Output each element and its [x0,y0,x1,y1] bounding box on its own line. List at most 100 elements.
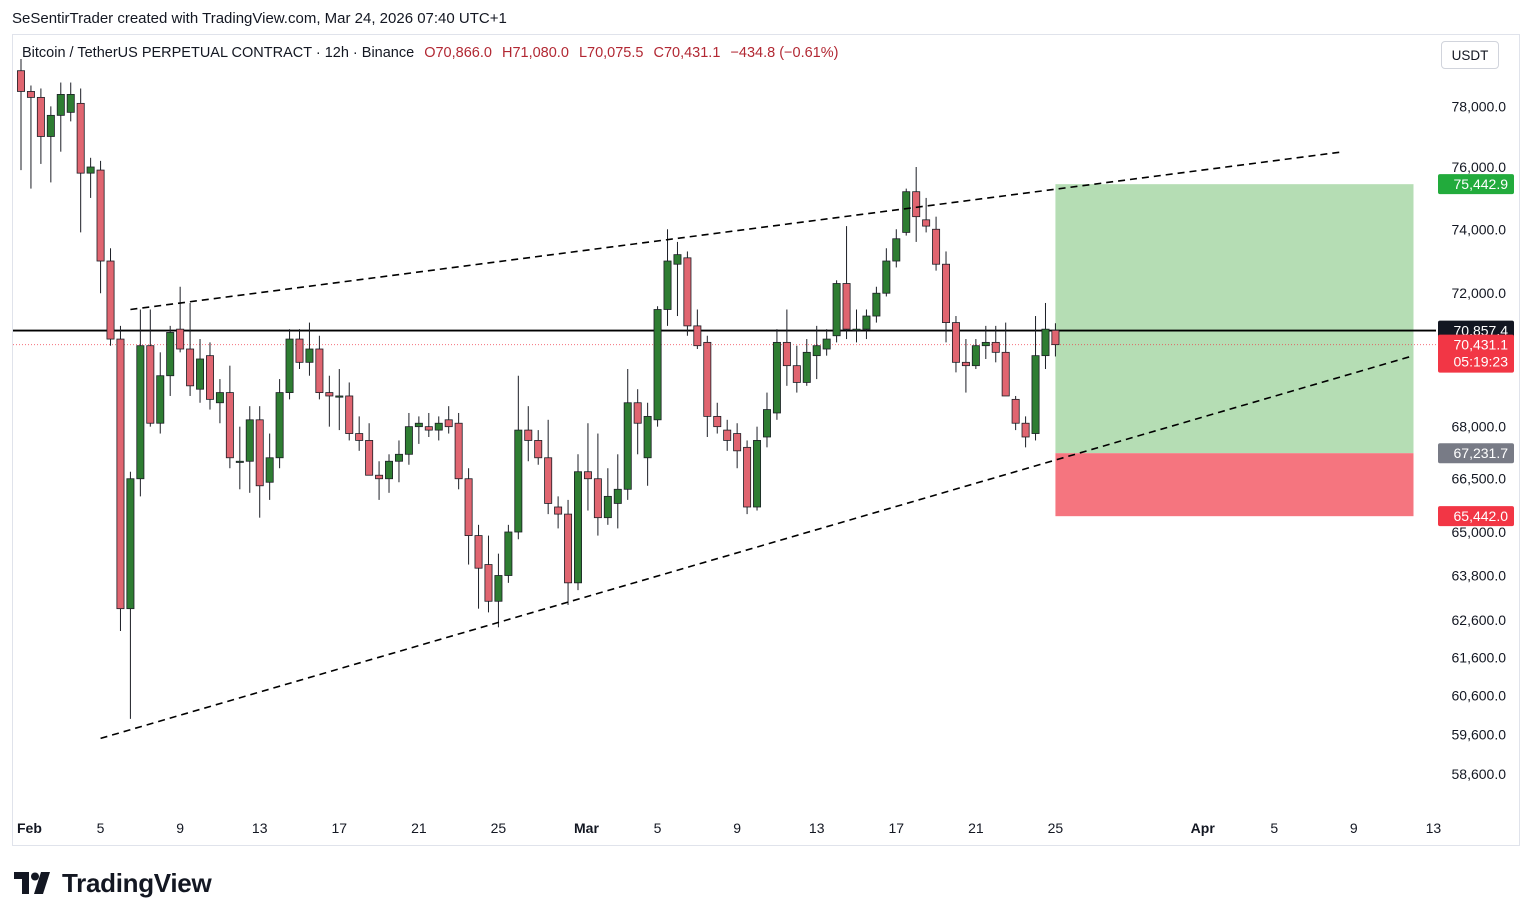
candle-down[interactable] [1051,329,1060,346]
candle-up[interactable] [245,419,254,462]
candle-up[interactable] [215,392,224,404]
candle-up[interactable] [663,260,672,310]
candle-up[interactable] [653,309,662,421]
candle-down[interactable] [951,322,960,363]
candle-up[interactable] [832,283,841,337]
candle-down[interactable] [315,348,324,393]
candle-down[interactable] [106,260,115,340]
candle-down[interactable] [932,228,941,265]
candle-down[interactable] [206,355,214,400]
candle-up[interactable] [265,457,274,483]
candle-up[interactable] [494,575,503,602]
candle-down[interactable] [1001,351,1010,397]
candle-down[interactable] [186,348,195,387]
candle-up[interactable] [812,345,821,357]
candle-down[interactable] [554,506,563,515]
candle-up[interactable] [305,348,314,363]
candle-up[interactable] [414,422,423,428]
candle-down[interactable] [743,446,752,508]
candle-down[interactable] [444,419,453,428]
candle-up[interactable] [385,460,393,480]
candle-down[interactable] [375,474,384,480]
candle-up[interactable] [882,260,891,294]
candle-up[interactable] [335,395,344,398]
candle-down[interactable] [17,70,25,92]
candle-down[interactable] [564,513,573,584]
candle-up[interactable] [166,332,175,377]
candle-down[interactable] [524,429,533,441]
candle-down[interactable] [176,328,185,350]
candle-up[interactable] [1041,328,1050,357]
candle-down[interactable] [782,341,791,367]
candle-down[interactable] [534,440,543,459]
candle-up[interactable] [504,531,513,576]
candle-up[interactable] [643,415,652,459]
candle-down[interactable] [255,419,264,487]
candle-down[interactable] [225,392,234,459]
candle-up[interactable] [753,440,762,508]
candle-down[interactable] [703,341,712,417]
candle-up[interactable] [822,338,831,350]
candle-up[interactable] [285,338,294,393]
candle-down[interactable] [991,341,1000,353]
candle-down[interactable] [942,263,950,323]
candle-down[interactable] [345,395,354,434]
candle-down[interactable] [325,392,334,397]
candle-down[interactable] [683,257,692,327]
candle-up[interactable] [772,341,781,414]
candle-down[interactable] [723,429,732,441]
candle-up[interactable] [126,478,135,610]
candle-down[interactable] [365,440,374,476]
candle-down[interactable] [76,102,85,174]
candle-up[interactable] [275,392,284,459]
candle-down[interactable] [464,478,473,536]
candle-up[interactable] [623,402,632,490]
candle-up[interactable] [971,345,980,367]
candle-up[interactable] [862,315,871,330]
candle-down[interactable] [693,325,702,347]
candle-down[interactable] [116,338,125,610]
candle-up[interactable] [66,94,75,113]
candle-up[interactable] [892,238,901,262]
candle-up[interactable] [196,358,205,390]
candle-down[interactable] [355,433,364,441]
candle-up[interactable] [394,453,403,462]
candle-down[interactable] [961,361,970,367]
candle-down[interactable] [544,457,553,504]
candle-down[interactable] [96,169,105,262]
candle-up[interactable] [673,254,682,265]
candle-down[interactable] [1011,398,1020,424]
candle-up[interactable] [613,488,622,504]
candle-up[interactable] [574,471,582,584]
candle-up[interactable] [981,341,990,347]
candle-up[interactable] [56,94,65,116]
candle-down[interactable] [295,338,304,363]
candle-down[interactable] [146,345,155,424]
candle-down[interactable] [36,96,45,137]
candle-down[interactable] [633,402,642,424]
candle-up[interactable] [514,429,523,533]
candle-down[interactable] [713,415,722,428]
candle-up[interactable] [1031,355,1040,434]
candle-up[interactable] [603,495,612,519]
candle-down[interactable] [454,422,463,480]
candle-down[interactable] [733,433,742,452]
candle-down[interactable] [474,535,483,569]
candle-up[interactable] [763,409,771,438]
candle-up[interactable] [802,351,811,383]
candle-up[interactable] [46,114,55,137]
candle-down[interactable] [792,365,801,383]
currency-button[interactable]: USDT [1441,41,1499,69]
candle-down[interactable] [912,191,921,218]
candle-up[interactable] [156,375,165,424]
candle-down[interactable] [583,471,592,480]
candle-down[interactable] [1021,422,1030,438]
candle-down[interactable] [842,283,851,330]
candle-up[interactable] [136,345,145,480]
symbol-name[interactable]: Bitcoin / TetherUS PERPETUAL CONTRACT · … [22,45,415,61]
candle-up[interactable] [852,328,861,331]
candle-up[interactable] [434,422,443,431]
candle-down[interactable] [484,564,493,602]
price-chart[interactable]: 78,000.0 76,000.0 74,000.0 72,000.0 68,000.0… [0,0,1532,860]
candle-up[interactable] [235,460,244,463]
